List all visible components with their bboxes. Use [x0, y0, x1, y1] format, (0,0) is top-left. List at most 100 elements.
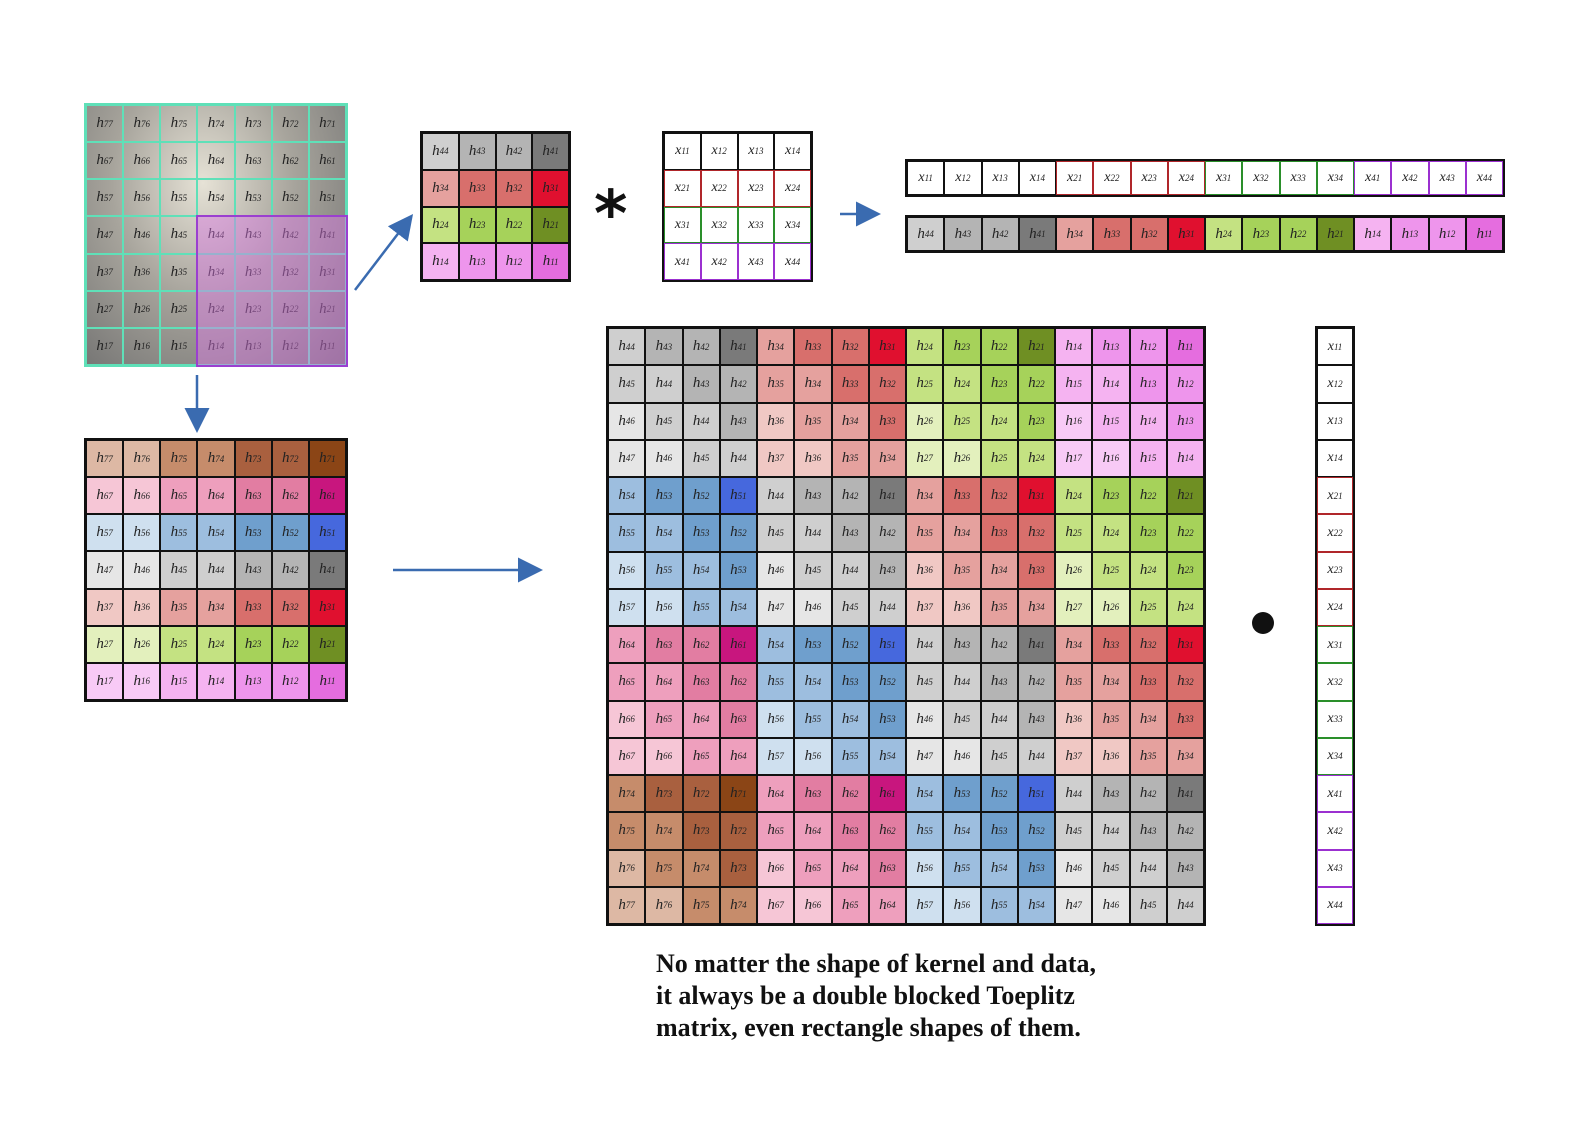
- toeplitz-cell: h 24: [980, 402, 1018, 440]
- toeplitz-cell: h 55: [831, 737, 869, 775]
- toeplitz-cell: h 43: [1017, 700, 1055, 738]
- cell-index: 56: [663, 602, 673, 613]
- cell-symbol: h: [468, 142, 477, 159]
- cell-index: 21: [680, 183, 690, 194]
- toeplitz-cell: h 63: [831, 812, 869, 850]
- cell-symbol: h: [618, 636, 626, 653]
- cell-index: 46: [663, 453, 673, 464]
- data-cell: x 41: [664, 243, 701, 280]
- cell-index: 27: [103, 639, 113, 650]
- cell-symbol: h: [841, 375, 850, 392]
- vector-cell: x 32: [1317, 663, 1353, 701]
- cell-symbol: h: [1102, 524, 1111, 541]
- toeplitz-cell: h 32: [1166, 663, 1204, 701]
- cell-symbol: h: [207, 487, 216, 504]
- cell-index: 76: [140, 453, 150, 464]
- x-column-vector: x 11 x 12 x 13 x 14 x 21 x 22 x 23 x 24 x 31 x 32 x 33 x 34 x 41 x…: [1315, 326, 1355, 926]
- cell-index: 74: [215, 453, 225, 464]
- cell-index: 41: [737, 341, 747, 352]
- toeplitz-cell: h 44: [608, 328, 646, 366]
- toeplitz-cell: h 32: [1129, 626, 1167, 664]
- cell-symbol: h: [1065, 859, 1073, 876]
- cell-symbol: h: [954, 225, 963, 242]
- cell-symbol: h: [505, 179, 514, 196]
- kernel-cell: h 14: [1354, 217, 1392, 251]
- cell-symbol: h: [282, 226, 290, 243]
- cell-symbol: h: [916, 561, 924, 578]
- cell-symbol: h: [170, 487, 179, 504]
- cell-symbol: h: [953, 524, 962, 541]
- cell-symbol: h: [692, 747, 701, 764]
- cell-symbol: h: [916, 449, 924, 466]
- data-cell: x 22: [700, 169, 738, 207]
- data-cell: x 33: [1279, 161, 1317, 195]
- toeplitz-cell: h 34: [1055, 626, 1093, 664]
- cell-symbol: h: [655, 673, 664, 690]
- toeplitz-cell: h 55: [943, 849, 981, 887]
- vector-cell: x 43: [1317, 849, 1353, 887]
- cell-symbol: x: [785, 216, 792, 232]
- cell-index: 55: [178, 192, 188, 203]
- cell-index: 43: [1147, 825, 1157, 836]
- cell-index: 65: [700, 751, 710, 762]
- toeplitz-cell: h 41: [719, 328, 757, 366]
- cell-symbol: h: [879, 487, 887, 504]
- toeplitz-cell: h 14: [1129, 402, 1167, 440]
- cell-symbol: h: [207, 672, 216, 689]
- cell-symbol: h: [244, 524, 253, 541]
- cell-symbol: h: [207, 226, 216, 243]
- cell-symbol: h: [655, 375, 664, 392]
- toeplitz-cell: h 45: [1129, 886, 1167, 924]
- arrow-icon: [354, 214, 414, 291]
- cell-symbol: h: [170, 300, 179, 317]
- cell-index: 46: [774, 565, 784, 576]
- kernel-cell: h 26: [123, 625, 161, 663]
- toeplitz-cell: h 63: [719, 700, 757, 738]
- cell-index: 22: [513, 219, 523, 230]
- toeplitz-cell: h 26: [943, 439, 981, 477]
- toeplitz-cell: h 75: [608, 812, 646, 850]
- kernel-cell: h 23: [1242, 217, 1280, 251]
- cell-index: 42: [513, 146, 523, 157]
- kernel-cell: h 22: [1279, 217, 1317, 251]
- cell-index: 31: [326, 602, 336, 613]
- cell-symbol: x: [955, 170, 962, 185]
- toeplitz-cell: h 44: [757, 477, 795, 515]
- kernel-cell: h 43: [234, 551, 272, 589]
- cell-symbol: h: [1102, 896, 1111, 913]
- cell-symbol: x: [1327, 822, 1334, 838]
- toeplitz-cell: h 32: [831, 328, 869, 366]
- kernel-cell: h 33: [234, 588, 272, 626]
- cell-symbol: h: [133, 300, 141, 317]
- cell-symbol: h: [170, 598, 179, 615]
- cell-symbol: x: [1327, 413, 1334, 429]
- toeplitz-cell: h 37: [757, 439, 795, 477]
- cell-index: 35: [923, 527, 933, 538]
- toeplitz-cell: h 52: [831, 626, 869, 664]
- cell-symbol: h: [1139, 822, 1148, 839]
- cell-symbol: h: [542, 142, 550, 159]
- cell-index: 53: [886, 714, 896, 725]
- toeplitz-cell: h 43: [831, 514, 869, 552]
- flattened-h-row: h 44 h 43 h 42 h 41 h 34 h 33 h 32 h 31 h 24 h 23 h 22 h 21 h 14 h…: [905, 215, 1505, 253]
- cell-index: 46: [1110, 900, 1120, 911]
- cell-symbol: x: [674, 253, 681, 269]
- cell-index: 55: [663, 565, 673, 576]
- cell-index: 64: [849, 863, 859, 874]
- data-cell: x 14: [774, 133, 811, 170]
- cell-symbol: h: [730, 375, 738, 392]
- cell-symbol: h: [542, 179, 550, 196]
- cell-symbol: h: [319, 524, 327, 541]
- toeplitz-cell: h 77: [608, 886, 646, 924]
- cell-symbol: h: [804, 338, 813, 355]
- cell-symbol: h: [133, 598, 141, 615]
- cell-index: 45: [700, 453, 710, 464]
- cell-index: 34: [886, 453, 896, 464]
- cell-index: 73: [252, 453, 262, 464]
- data-cell: x 44: [1465, 161, 1503, 195]
- toeplitz-cell: h 45: [943, 700, 981, 738]
- cell-symbol: h: [282, 598, 290, 615]
- cell-symbol: h: [879, 896, 887, 913]
- cell-symbol: h: [879, 822, 887, 839]
- cell-index: 43: [1184, 863, 1194, 874]
